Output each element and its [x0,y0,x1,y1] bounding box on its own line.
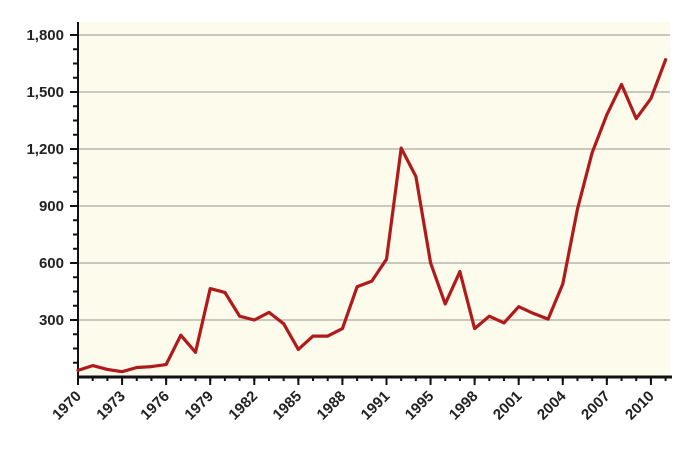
data-point [590,151,594,155]
x-axis-ticks: 1970 1973 1976 1979 1982 1985 1988 1991 1995 1998… [49,377,667,424]
data-point [487,314,491,318]
x-tick-label: 2004 [534,387,570,423]
data-point [76,368,80,372]
data-point [164,363,168,367]
x-tick-label: 2001 [490,388,526,424]
data-point [179,333,183,337]
x-tick-label: 1976 [137,388,173,424]
grid-lines [78,34,670,321]
data-point [385,257,388,261]
data-point [546,317,550,321]
data-point [150,365,153,368]
data-point [502,321,506,325]
data-point [120,370,124,374]
y-axis-ticks: 300 600 900 1,200 1,500 1,800 [26,27,78,364]
axes [77,22,672,379]
data-point [355,285,359,289]
data-point [194,350,197,354]
x-tick-label: 1991 [358,388,394,424]
data-point [620,83,623,86]
data-point [267,311,271,314]
data-point [664,58,667,62]
x-tick-label: 2007 [578,388,614,424]
y-tick-label: 900 [39,198,64,215]
y-tick-label: 1,200 [26,141,64,158]
data-point [458,270,462,273]
x-tick-label: 1995 [402,388,438,424]
data-point [105,368,109,371]
data-point [252,318,256,322]
data-point [443,302,447,306]
x-tick-label: 1979 [181,388,217,424]
plot-area [78,22,670,377]
data-point [576,207,579,211]
data-point [517,305,521,309]
x-tick-label: 2010 [622,388,658,424]
data-point [223,291,227,294]
data-point [370,279,374,283]
x-tick-label: 1982 [225,388,261,424]
y-tick-label: 1,800 [26,27,64,44]
y-tick-label: 300 [39,312,64,329]
data-point [531,311,535,315]
data-point [429,261,432,265]
series-group [76,58,668,374]
data-point [473,327,477,330]
data-point [414,175,418,178]
data-point [282,322,286,326]
y-tick-label: 1,500 [26,84,64,101]
y-tick-label: 600 [39,255,64,272]
x-tick-label: 1988 [314,388,350,424]
data-point [326,334,330,338]
data-point [399,146,403,150]
data-point [208,287,212,291]
data-point [311,334,315,338]
data-point [649,97,653,101]
x-tick-label: 1973 [93,388,129,424]
x-tick-label: 1998 [446,388,482,424]
data-point [238,314,241,318]
data-point [341,327,344,330]
data-point [296,348,300,351]
data-point [634,117,638,120]
data-point [561,282,565,286]
data-point [135,366,139,369]
x-tick-label: 1985 [270,388,306,424]
data-point [91,364,95,367]
data-point [605,113,609,117]
x-tick-label: 1970 [49,388,85,424]
